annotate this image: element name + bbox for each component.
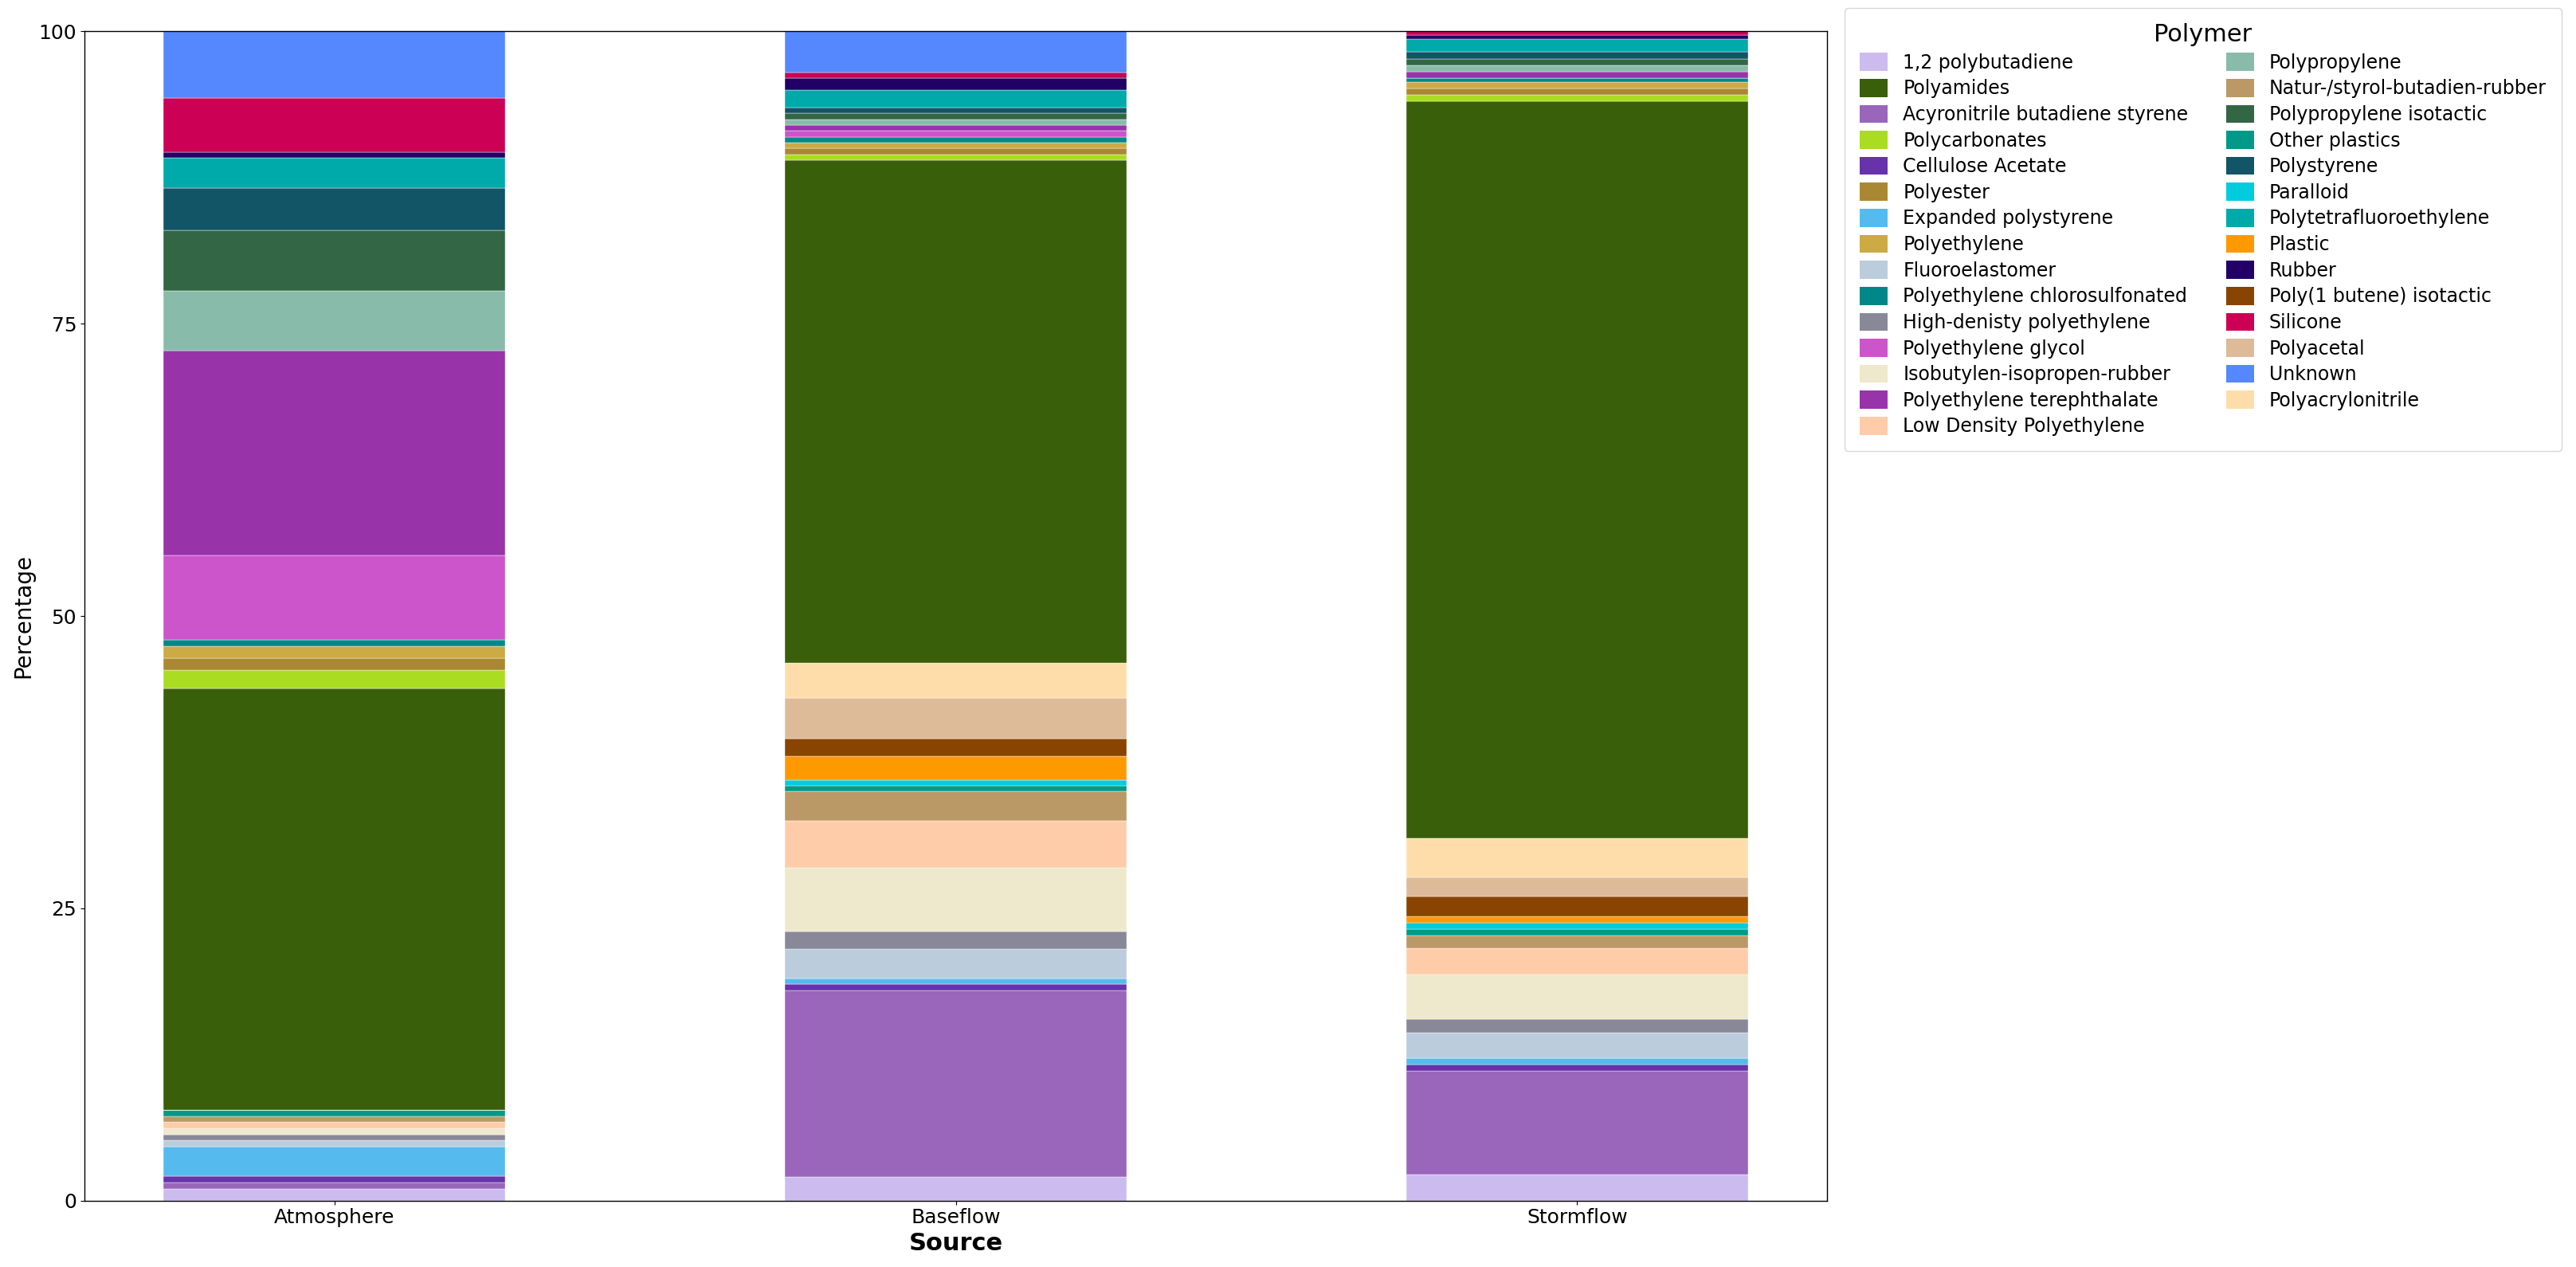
Bar [165, 1123, 505, 1129]
Bar [165, 688, 505, 1110]
Bar [1406, 974, 1749, 1020]
Bar [1406, 1064, 1749, 1072]
Bar [786, 72, 1126, 79]
Bar [1406, 1175, 1749, 1201]
Bar [1406, 65, 1749, 71]
Bar [786, 160, 1126, 663]
Bar [786, 949, 1126, 978]
Bar [165, 189, 505, 231]
Bar [1406, 949, 1749, 974]
Bar [786, 779, 1126, 786]
Bar [1406, 39, 1749, 52]
Bar [165, 152, 505, 158]
Bar [1406, 1072, 1749, 1175]
Bar [786, 931, 1126, 949]
Bar [1406, 916, 1749, 922]
Bar [786, 821, 1126, 868]
Bar [1406, 839, 1749, 877]
Bar [786, 90, 1126, 108]
Bar [165, 32, 505, 98]
Bar [1406, 929, 1749, 935]
Bar [165, 1129, 505, 1134]
Bar [1406, 1020, 1749, 1033]
Bar [1406, 1033, 1749, 1058]
Bar [165, 640, 505, 646]
Bar [1406, 71, 1749, 79]
Bar [1406, 58, 1749, 65]
Bar [786, 984, 1126, 991]
Bar [165, 1140, 505, 1147]
Bar [786, 108, 1126, 113]
Bar [1406, 877, 1749, 897]
Bar [786, 113, 1126, 119]
Bar [1406, 32, 1749, 35]
Bar [165, 556, 505, 640]
Bar [165, 351, 505, 556]
Bar [165, 1147, 505, 1177]
Bar [1406, 82, 1749, 89]
Bar [1406, 89, 1749, 95]
Bar [786, 756, 1126, 779]
Bar [786, 978, 1126, 984]
Bar [165, 646, 505, 659]
Bar [786, 142, 1126, 148]
Bar [786, 991, 1126, 1177]
Bar [165, 1182, 505, 1188]
Bar [786, 137, 1126, 142]
Bar [786, 663, 1126, 698]
Bar [786, 698, 1126, 739]
Bar [165, 1177, 505, 1182]
Bar [165, 98, 505, 152]
Bar [1406, 101, 1749, 839]
Y-axis label: Percentage: Percentage [13, 554, 33, 678]
Bar [165, 1116, 505, 1123]
Bar [786, 148, 1126, 155]
Bar [165, 1110, 505, 1116]
Bar [1406, 897, 1749, 916]
Bar [786, 792, 1126, 821]
Bar [165, 290, 505, 351]
Bar [1406, 52, 1749, 58]
Bar [1406, 935, 1749, 949]
Bar [165, 231, 505, 290]
Bar [165, 158, 505, 189]
Bar [786, 131, 1126, 137]
Bar [165, 1134, 505, 1140]
Bar [786, 155, 1126, 160]
Bar [786, 868, 1126, 931]
Bar [165, 1188, 505, 1201]
Bar [786, 119, 1126, 125]
Bar [1406, 922, 1749, 929]
Bar [786, 32, 1126, 72]
Bar [165, 670, 505, 688]
Bar [1406, 35, 1749, 39]
Bar [786, 125, 1126, 131]
X-axis label: Source: Source [909, 1232, 1002, 1256]
Bar [1406, 95, 1749, 101]
Bar [165, 659, 505, 670]
Bar [786, 79, 1126, 90]
Bar [1406, 79, 1749, 82]
Bar [786, 786, 1126, 792]
Bar [1406, 1058, 1749, 1064]
Legend: 1,2 polybutadiene, Polyamides, Acyronitrile butadiene styrene, Polycarbonates, C: 1,2 polybutadiene, Polyamides, Acyronitr… [1844, 8, 2561, 451]
Bar [786, 739, 1126, 756]
Bar [786, 1177, 1126, 1201]
